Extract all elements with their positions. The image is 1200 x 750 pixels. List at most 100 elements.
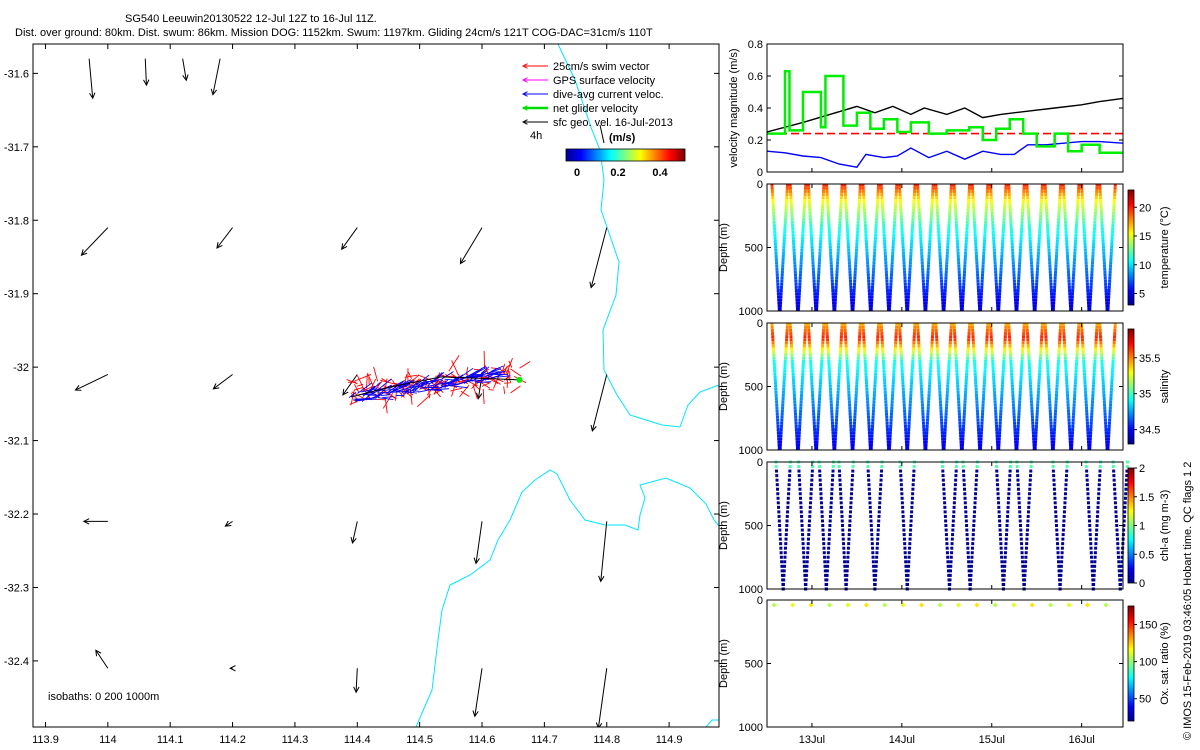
temperature-point xyxy=(972,211,976,215)
salinity-point xyxy=(1057,350,1061,354)
temperature-point xyxy=(1034,298,1038,302)
salinity-point xyxy=(920,393,924,397)
chla-point xyxy=(1125,474,1129,478)
temperature-point xyxy=(1063,205,1067,209)
temperature-point xyxy=(1083,248,1087,252)
chla-point xyxy=(851,465,855,469)
salinity-point xyxy=(1082,359,1086,363)
salinity-y-tick-label: 500 xyxy=(745,382,763,394)
chla-point xyxy=(846,551,850,555)
salinity-point xyxy=(1036,390,1040,394)
chla-point xyxy=(846,546,850,550)
velocity-panel: 00.20.40.60.8 velocity magnitude (m/s) xyxy=(728,39,1124,179)
temperature-point xyxy=(1068,289,1072,293)
chla-point xyxy=(946,564,950,568)
temperature-point xyxy=(1100,224,1104,228)
chla-point xyxy=(1093,551,1097,555)
temperature-point xyxy=(868,298,872,302)
salinity-point xyxy=(1022,325,1026,329)
temperature-point xyxy=(981,264,985,268)
temperature-point xyxy=(803,189,807,193)
chla-point xyxy=(822,542,826,546)
salinity-point xyxy=(1009,356,1013,360)
sfc-velocity-arrowhead xyxy=(473,557,480,565)
salinity-point xyxy=(1025,325,1029,329)
salinity-point xyxy=(799,403,803,407)
salinity-point xyxy=(1105,440,1109,444)
temperature-point xyxy=(1057,217,1061,221)
chla-point xyxy=(908,546,912,550)
salinity-point xyxy=(1045,353,1049,357)
salinity-point xyxy=(983,372,987,376)
temperature-point xyxy=(885,282,889,286)
salinity-point xyxy=(979,446,983,450)
salinity-point xyxy=(947,359,951,363)
chla-point xyxy=(1122,514,1126,518)
temperature-point xyxy=(899,208,903,212)
temperature-point xyxy=(802,205,806,209)
chla-point xyxy=(911,483,915,487)
temperature-point xyxy=(980,279,984,283)
temperature-point xyxy=(944,273,948,277)
velocity-y-tick-label: 0.4 xyxy=(748,103,763,115)
salinity-point xyxy=(1082,366,1086,370)
chla-point xyxy=(1059,564,1063,568)
temperature-point xyxy=(979,301,983,305)
chla-point xyxy=(1112,474,1116,478)
salinity-point xyxy=(901,375,905,379)
temperature-point xyxy=(874,220,878,224)
salinity-point xyxy=(785,335,789,339)
temperature-point xyxy=(934,189,938,193)
chla-point xyxy=(876,533,880,537)
salinity-point xyxy=(929,356,933,360)
salinity-point xyxy=(862,341,866,345)
temperature-point xyxy=(936,227,940,231)
dive-avg-current-vector xyxy=(427,372,443,387)
temperature-point xyxy=(1081,211,1085,215)
temperature-point xyxy=(937,239,941,243)
salinity-point xyxy=(1094,344,1098,348)
temperature-point xyxy=(1075,220,1079,224)
temperature-point xyxy=(954,214,958,218)
salinity-point xyxy=(1015,437,1019,441)
temperature-point xyxy=(965,233,969,237)
salinity-point xyxy=(962,418,966,422)
chla-point xyxy=(1111,465,1115,469)
salinity-point xyxy=(811,400,815,404)
temperature-point xyxy=(785,193,789,197)
temperature-point xyxy=(940,279,944,283)
temperature-point xyxy=(1009,220,1013,224)
temperature-point xyxy=(894,193,898,197)
swim-vector xyxy=(451,378,458,397)
chla-point xyxy=(1086,492,1090,496)
chla-point xyxy=(1113,487,1117,491)
map-y-tick-label: -31.7 xyxy=(4,142,29,154)
chla-point xyxy=(1017,496,1021,500)
temperature-point xyxy=(975,261,979,265)
temperature-point xyxy=(1086,301,1090,305)
salinity-point xyxy=(873,375,877,379)
chla-point xyxy=(951,519,955,523)
temperature-point xyxy=(872,267,876,271)
temperature-point xyxy=(1020,224,1024,228)
temperature-point xyxy=(893,205,897,209)
temperature-point xyxy=(998,289,1002,293)
temperature-point xyxy=(902,258,906,262)
temperature-point xyxy=(938,245,942,249)
chla-point xyxy=(942,483,946,487)
salinity-point xyxy=(874,369,878,373)
chla-point xyxy=(827,537,831,541)
temperature-point xyxy=(1011,251,1015,255)
salinity-point xyxy=(925,431,929,435)
salinity-point xyxy=(966,341,970,345)
salinity-point xyxy=(1073,390,1077,394)
temperature-point xyxy=(846,230,850,234)
chla-point xyxy=(1015,469,1019,473)
temperature-point xyxy=(850,301,854,305)
temperature-point xyxy=(1068,298,1072,302)
salinity-point xyxy=(1016,431,1020,435)
temperature-point xyxy=(1037,242,1041,246)
chla-point xyxy=(1007,487,1011,491)
salinity-point xyxy=(790,353,794,357)
temperature-point xyxy=(998,285,1002,289)
